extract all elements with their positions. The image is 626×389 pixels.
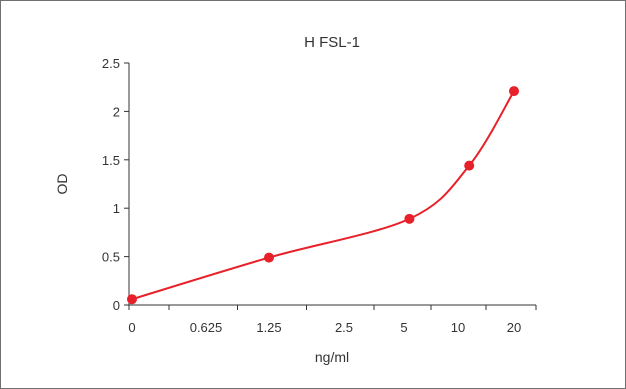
x-tick-label: 1.25 — [256, 320, 281, 335]
x-tick-label: 5 — [400, 320, 407, 335]
y-tick-label: 2 — [113, 104, 120, 119]
y-tick-label: 1 — [113, 201, 120, 216]
data-point — [509, 86, 519, 97]
y-tick-label: 1.5 — [102, 153, 120, 168]
data-point — [404, 213, 415, 224]
x-tick-label: 10 — [451, 320, 465, 335]
data-point — [264, 252, 274, 263]
fitted-curve — [131, 90, 515, 301]
data-point — [127, 294, 137, 305]
chart-title: H FSL-1 — [304, 34, 360, 51]
x-tick-label: 2.5 — [335, 320, 353, 335]
y-axis-title: OD — [54, 174, 70, 195]
y-tick-label: 0.5 — [102, 250, 120, 265]
x-axis-title: ng/ml — [315, 349, 349, 365]
x-tick-label: 20 — [507, 320, 521, 335]
data-point — [464, 160, 475, 171]
x-tick-label: 0 — [128, 320, 135, 335]
y-tick-label: 2.5 — [102, 56, 120, 71]
x-tick-label: 0.625 — [190, 320, 223, 335]
y-tick-label: 0 — [113, 298, 120, 313]
